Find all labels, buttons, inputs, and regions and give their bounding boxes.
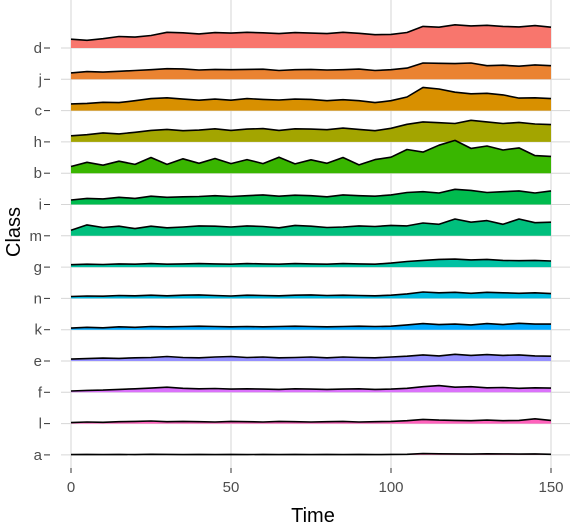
- ridge-line-c: [70, 86, 552, 105]
- ridge-i: [70, 188, 552, 205]
- x-tick-label: 50: [223, 479, 240, 496]
- ridge-n: [70, 291, 552, 299]
- ridge-l: [70, 418, 552, 424]
- ridge-line-l: [70, 418, 552, 424]
- ridge-a: [70, 452, 552, 456]
- ridge-line-b: [70, 139, 552, 168]
- y-tick-label: c: [35, 103, 43, 120]
- y-tick-label: n: [34, 290, 42, 307]
- ridge-j: [70, 62, 552, 80]
- ridge-line-e: [70, 353, 552, 360]
- ridge-fill-m: [71, 219, 551, 236]
- ridge-line-g: [70, 258, 552, 266]
- ridge-h: [70, 119, 552, 142]
- x-axis-ticks: 0 50 100 150: [67, 468, 564, 496]
- y-tick-label: i: [39, 197, 42, 214]
- ridge-layers: [70, 24, 552, 456]
- ridge-line-k: [70, 322, 551, 329]
- ridge-f: [70, 384, 552, 393]
- ridge-line-i: [70, 188, 552, 201]
- ridge-line-h: [70, 119, 552, 137]
- y-axis-title: Class: [3, 207, 25, 257]
- y-tick-label: m: [30, 228, 43, 245]
- y-tick-label: a: [34, 447, 43, 464]
- ridge-g: [70, 258, 552, 268]
- ridge-fill-j: [71, 63, 551, 80]
- ridge-line-a: [70, 452, 552, 456]
- ridge-fill-b: [71, 140, 551, 174]
- y-tick-label: b: [34, 165, 42, 182]
- y-tick-label: e: [34, 353, 42, 370]
- ridge-line-n: [70, 291, 552, 298]
- ridge-e: [70, 353, 552, 361]
- ridge-b: [70, 139, 552, 174]
- ridge-c: [70, 86, 552, 111]
- ridge-k: [70, 322, 551, 330]
- x-tick-label: 0: [67, 479, 75, 496]
- ridge-fill-f: [71, 385, 551, 393]
- y-tick-label: l: [39, 416, 42, 433]
- x-axis-title: Time: [291, 505, 335, 527]
- ridge-line-d: [70, 24, 552, 42]
- y-tick-label: k: [35, 322, 43, 339]
- ridge-m: [70, 218, 552, 236]
- y-tick-label: d: [34, 40, 42, 57]
- x-tick-label: 100: [378, 479, 403, 496]
- ridge-fill-d: [71, 24, 551, 48]
- ridge-d: [70, 24, 552, 48]
- ridge-fill-h: [71, 120, 551, 142]
- ridge-line-j: [70, 62, 552, 74]
- ridge-fill-g: [71, 259, 551, 268]
- y-tick-label: g: [34, 259, 42, 276]
- ridge-fill-c: [71, 87, 551, 111]
- y-tick-label: f: [38, 384, 43, 401]
- x-tick-label: 150: [538, 479, 563, 496]
- y-tick-label: h: [34, 134, 42, 151]
- y-tick-label: j: [38, 71, 42, 88]
- ridge-line-f: [70, 384, 552, 392]
- ridge-line-m: [70, 218, 552, 231]
